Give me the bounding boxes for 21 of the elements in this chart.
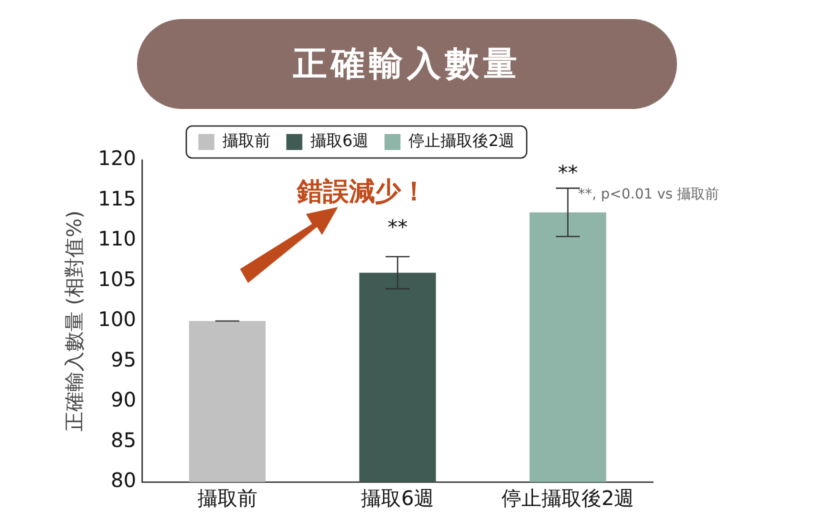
y-tick-label: 110	[98, 226, 136, 251]
y-tick-label: 100	[98, 307, 136, 332]
y-tick-label: 80	[110, 468, 136, 492]
legend-label: 攝取6週	[310, 131, 369, 150]
annotation: **	[388, 214, 408, 239]
x-tick-label: 攝取6週	[361, 486, 434, 510]
legend-label: 攝取前	[222, 131, 270, 150]
annotation: **, p<0.01 vs 攝取前	[578, 186, 720, 203]
annotation: **	[558, 160, 578, 184]
y-axis-title: 正確輸入數量 (相對值%)	[62, 210, 86, 432]
y-tick-label: 85	[110, 428, 136, 452]
y-tick-label: 105	[98, 266, 136, 291]
y-tick-label: 115	[98, 186, 136, 210]
x-tick-label: 攝取前	[197, 486, 258, 510]
x-tick-label: 停止攝取後2週	[501, 486, 634, 510]
annotation: 錯誤減少！	[296, 176, 427, 207]
y-tick-label: 120	[98, 146, 136, 170]
legend-label: 停止攝取後2週	[408, 131, 515, 150]
y-tick-label: 90	[110, 388, 136, 412]
chart-title: 正確輸入數量	[137, 19, 677, 109]
y-tick-label: 95	[110, 347, 136, 372]
